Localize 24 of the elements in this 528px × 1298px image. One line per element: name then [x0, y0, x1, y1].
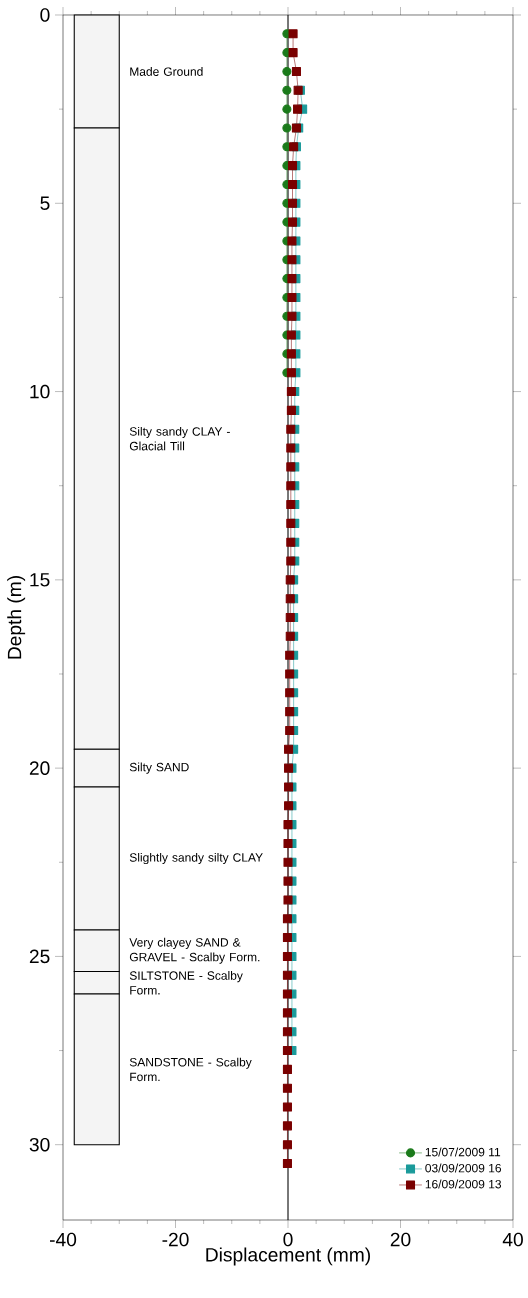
x-tick-label: 40 [502, 1232, 523, 1247]
x-tick-label: 0 [283, 1232, 293, 1247]
legend-label: 15/07/2009 11 [425, 1147, 501, 1157]
x-tick-label: -40 [49, 1232, 77, 1247]
legend-label: 16/09/2009 13 [425, 1179, 502, 1189]
x-axis-title: Displacement (mm) [206, 1247, 370, 1266]
y-tick-label: 20 [29, 761, 50, 775]
y-axis-title: Depth (m) [7, 576, 26, 659]
band-label: Very clayey SAND & GRAVEL - Scalby Form. [129, 937, 260, 964]
x-tick-label: -20 [162, 1232, 189, 1247]
band-label: Silty SAND [129, 762, 189, 774]
y-tick-label: 5 [40, 196, 50, 210]
band-label: Silty sandy CLAY - Glacial Till [129, 426, 230, 451]
band-label: Made Ground [130, 67, 203, 76]
y-tick-label: 25 [29, 949, 50, 964]
y-tick-label: 10 [30, 384, 50, 399]
y-tick-label: 0 [40, 8, 50, 22]
band-label: Slightly sandy silty CLAY [129, 852, 263, 865]
band-label: SANDSTONE - Scalby Form. [129, 1057, 252, 1082]
band-label: SILTSTONE - Scalby Form. [129, 971, 243, 995]
y-tick-label: 30 [29, 1137, 50, 1152]
x-tick-label: 20 [390, 1232, 411, 1247]
legend-label: 03/09/2009 16 [425, 1163, 502, 1173]
y-tick-label: 15 [30, 573, 50, 587]
